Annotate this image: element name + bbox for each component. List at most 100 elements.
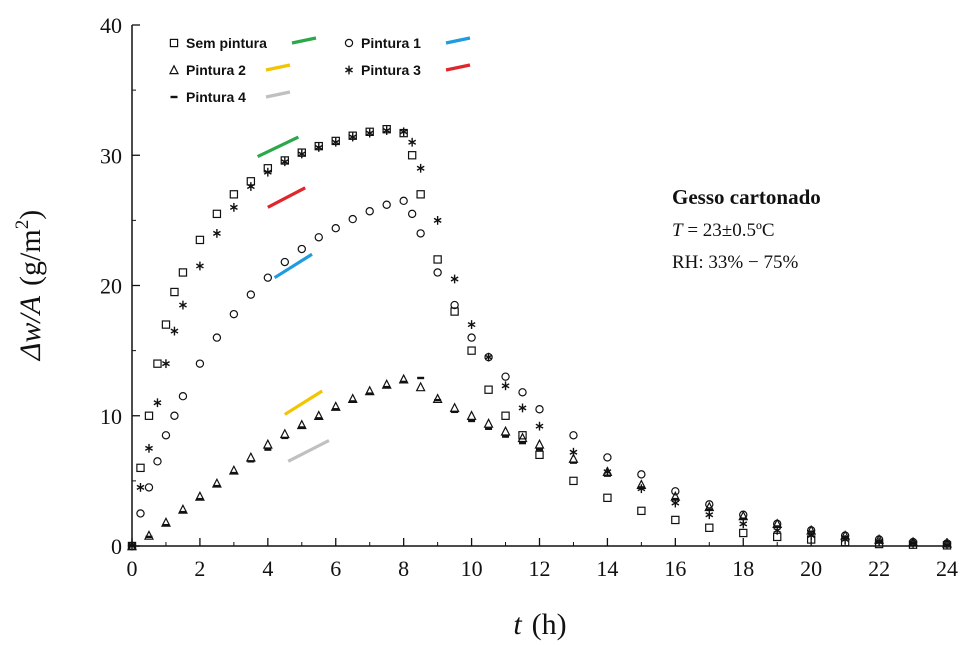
data-point — [501, 372, 510, 381]
legend-item: Pintura 1 — [344, 35, 471, 51]
data-point — [153, 398, 162, 408]
data-point — [145, 443, 153, 453]
data-point — [246, 290, 256, 299]
data-point — [331, 223, 340, 233]
data-point — [153, 457, 162, 466]
data-point — [739, 519, 748, 529]
data-point — [535, 405, 544, 414]
legend-swatch — [265, 63, 291, 72]
data-point — [229, 309, 239, 319]
legend-item: Pintura 3 — [345, 62, 471, 78]
data-point — [535, 421, 544, 431]
annotation-line-1: T = 23±0.5ºC — [672, 220, 775, 241]
data-point — [144, 411, 154, 420]
series-square — [127, 124, 952, 551]
data-point — [705, 510, 714, 520]
data-point — [263, 167, 272, 177]
data-point — [569, 447, 578, 457]
annotation-title: Gesso cartonado — [672, 185, 821, 209]
x-tick-label: 4 — [262, 556, 273, 581]
legend-swatch — [445, 63, 471, 72]
y-axis-unit: (g/m — [14, 229, 47, 286]
x-tick-label: 24 — [936, 556, 958, 581]
data-point — [450, 274, 459, 284]
data-point — [245, 451, 256, 462]
data-point — [229, 190, 239, 199]
annotation-line-1-rest: = 23±0.5ºC — [683, 220, 775, 241]
data-point — [136, 482, 145, 492]
data-point — [365, 128, 374, 138]
data-point — [195, 261, 204, 271]
data-point — [314, 143, 323, 152]
data-point — [518, 431, 527, 440]
data-point — [637, 470, 646, 479]
data-point — [517, 432, 528, 443]
legend-item: Sem pintura — [169, 35, 317, 51]
y-tick-label: 10 — [100, 404, 122, 429]
data-point — [382, 126, 391, 135]
data-point — [407, 151, 417, 160]
data-point — [161, 320, 171, 329]
slope-line — [267, 186, 306, 209]
data-point — [450, 307, 459, 316]
data-point — [212, 209, 222, 219]
legend-label: Pintura 1 — [361, 35, 421, 51]
data-point — [501, 381, 510, 391]
data-point — [263, 273, 273, 282]
data-point — [416, 190, 425, 199]
data-point — [603, 493, 612, 503]
data-point — [450, 300, 459, 310]
legend-marker — [169, 64, 179, 75]
data-point — [399, 196, 408, 206]
data-point — [433, 268, 442, 277]
data-point — [449, 402, 460, 413]
data-point — [262, 438, 273, 449]
legend: Sem pintura Pintura 1 Pintura 2 Pintura 3 Pi… — [169, 35, 471, 105]
data-point — [178, 392, 188, 401]
annotation: Gesso cartonado T = 23±0.5ºC RH: 33% − 7… — [672, 185, 821, 273]
data-point — [671, 487, 680, 496]
series-asterisk — [128, 126, 951, 551]
data-point — [671, 515, 680, 525]
data-point — [399, 127, 408, 137]
data-point — [382, 200, 391, 209]
data-point — [432, 393, 443, 404]
y-axis-symbol: Δw/A — [14, 295, 47, 361]
legend-swatch — [291, 36, 317, 45]
data-point — [195, 235, 205, 245]
data-point — [569, 476, 578, 486]
data-point — [143, 530, 154, 540]
legend-label: Pintura 2 — [186, 62, 246, 78]
data-point — [153, 359, 162, 368]
x-tick-label: 14 — [596, 556, 618, 581]
plot-area — [127, 124, 952, 551]
series-dash — [128, 376, 951, 548]
data-point — [170, 411, 179, 420]
data-point — [280, 157, 289, 167]
legend-item: Pintura 2 — [169, 62, 291, 78]
data-point — [297, 149, 306, 159]
x-axis-symbol: t — [513, 608, 522, 641]
data-point — [229, 202, 238, 212]
legend-item: Pintura 4 — [170, 89, 291, 105]
data-point — [705, 500, 714, 509]
legend-label: Pintura 4 — [186, 89, 246, 105]
legend-marker — [169, 38, 179, 48]
y-tick-label: 30 — [100, 143, 122, 168]
slope-line — [256, 135, 300, 158]
data-point — [534, 438, 545, 449]
annotation-line-1-symbol: T — [672, 220, 684, 241]
x-tick-label: 0 — [127, 556, 138, 581]
data-point — [136, 463, 145, 473]
legend-marker — [344, 38, 354, 48]
data-point — [416, 229, 425, 238]
data-point — [162, 359, 170, 369]
x-tick-label: 16 — [664, 556, 686, 581]
data-point — [314, 233, 323, 242]
data-point — [407, 209, 417, 219]
data-point — [170, 287, 179, 297]
y-tick-label: 20 — [100, 274, 122, 299]
x-tick-label: 8 — [398, 556, 409, 581]
data-point — [739, 528, 748, 538]
